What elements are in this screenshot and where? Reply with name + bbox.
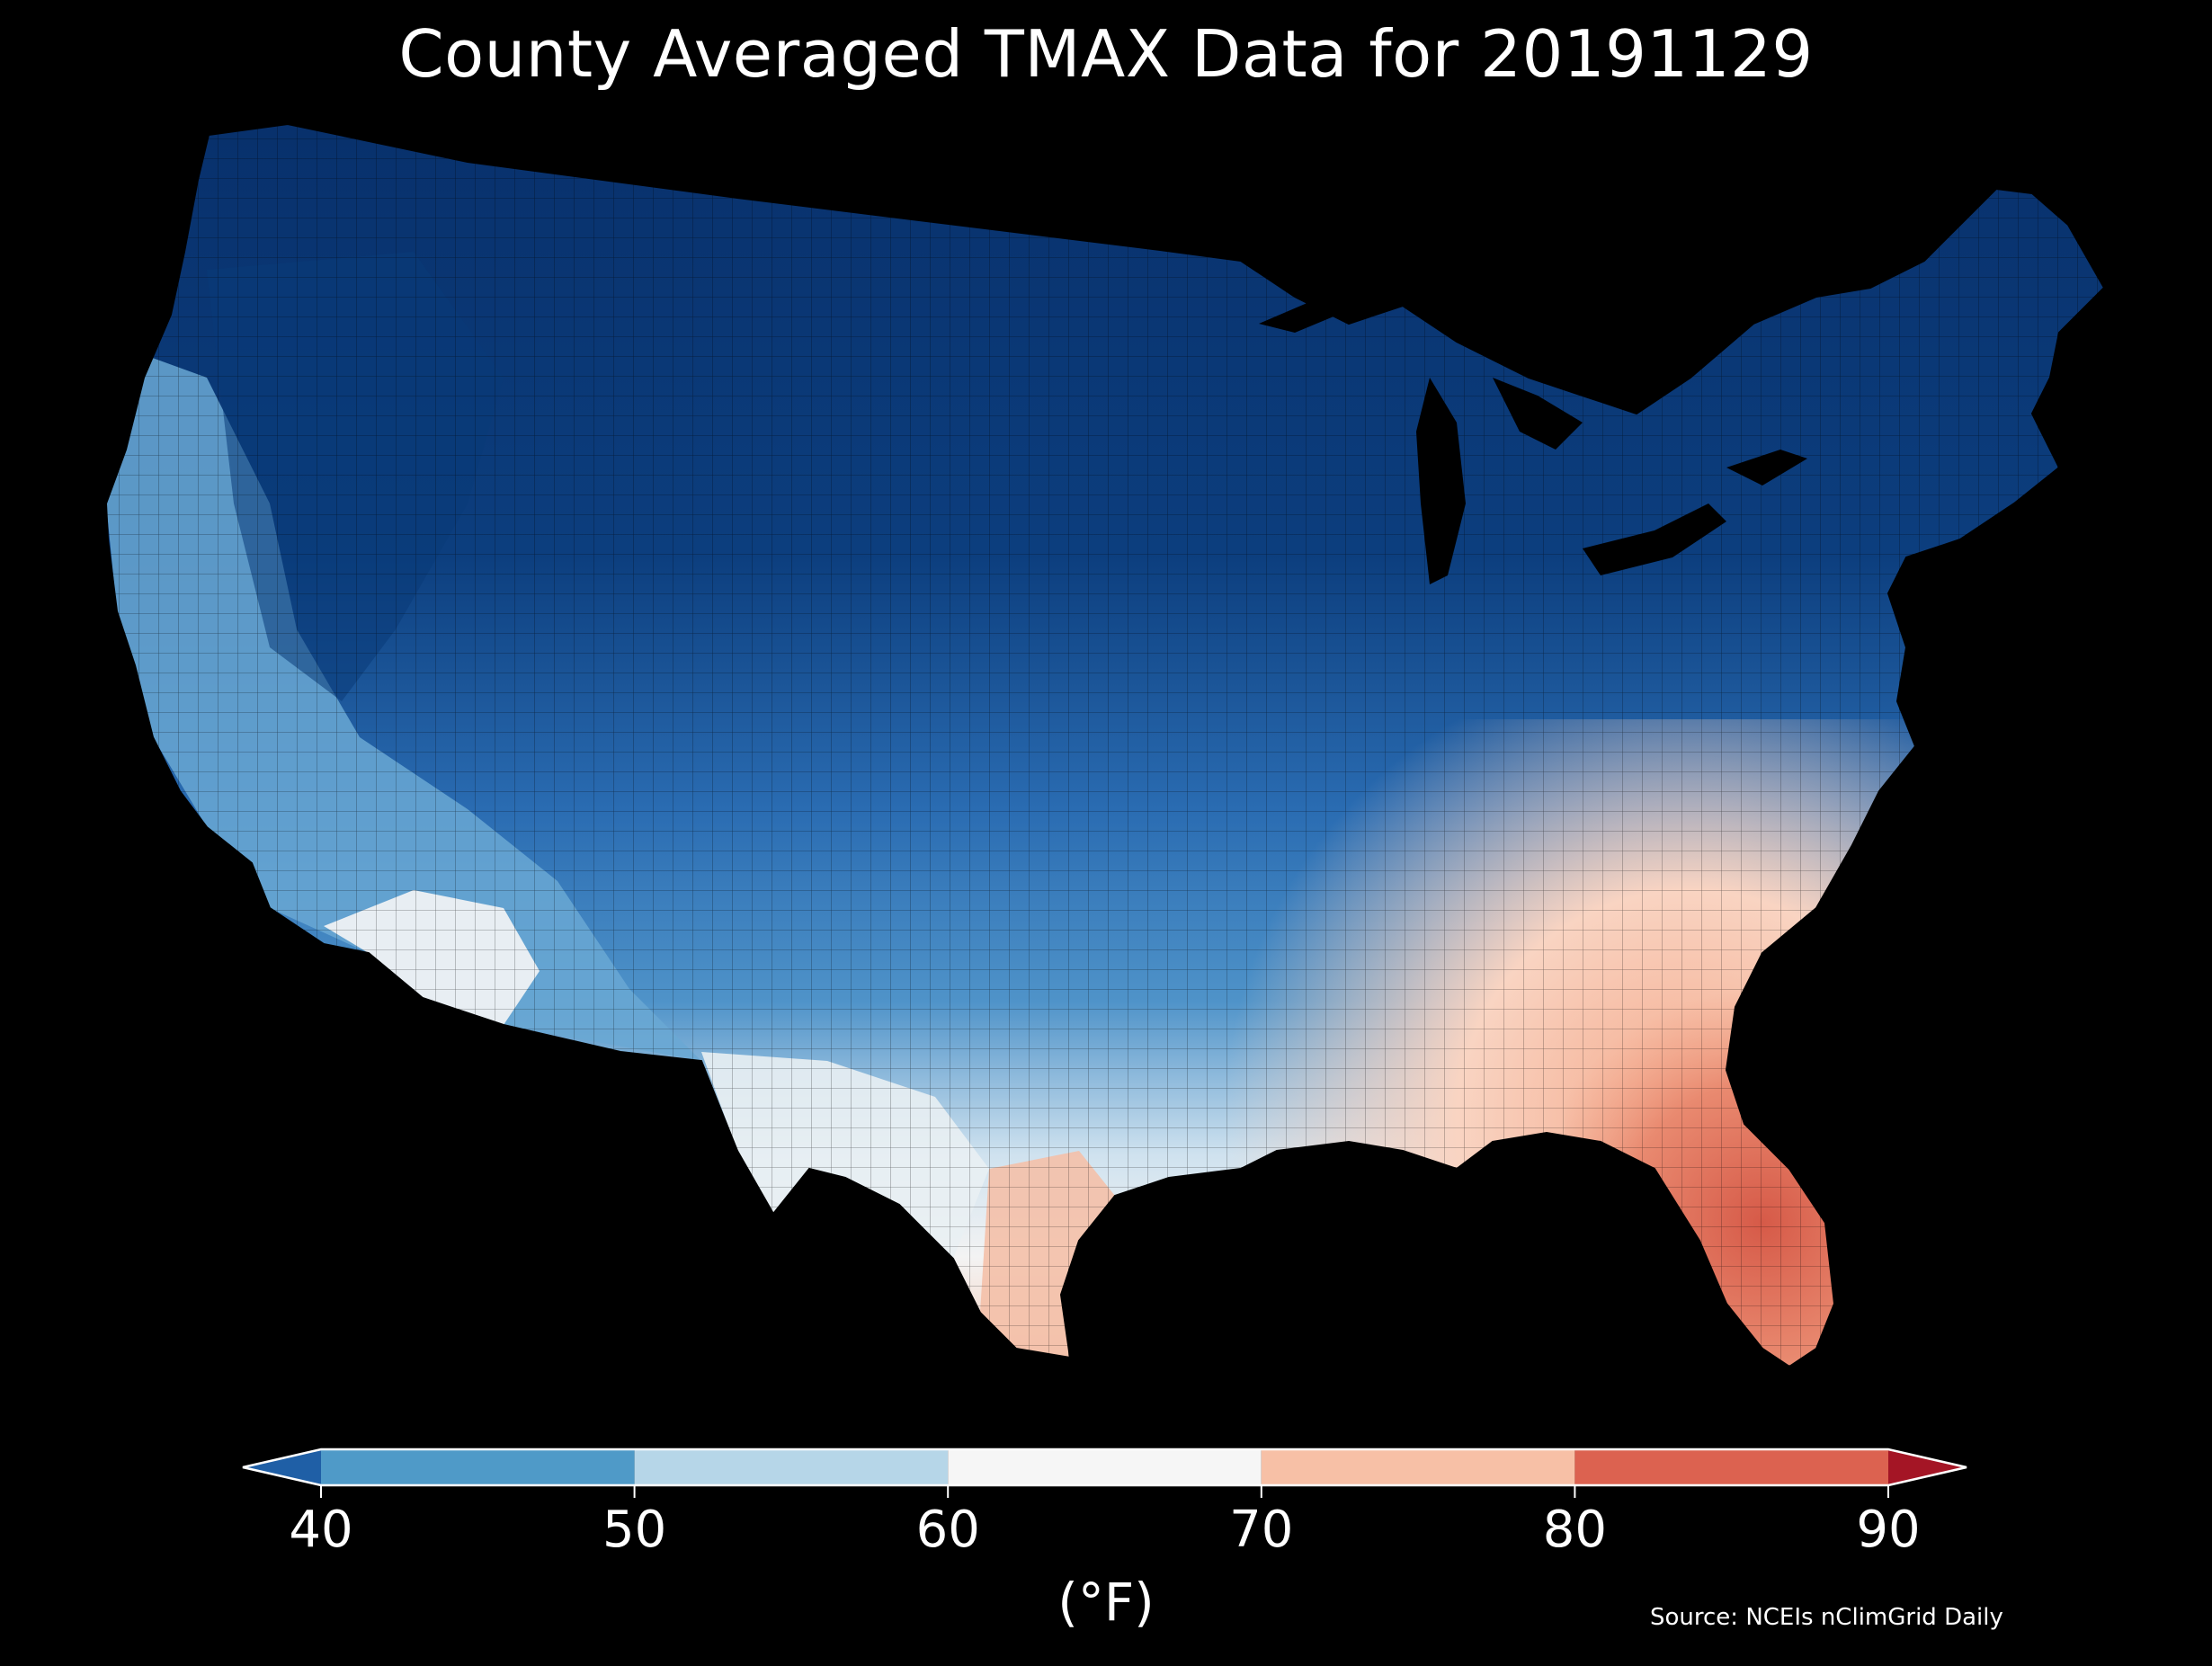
colorbar-bin-60-70 <box>948 1449 1262 1485</box>
colorbar-extend-low <box>243 1449 321 1485</box>
source-note: Source: NCEIs nClimGrid Daily <box>1650 1604 2003 1631</box>
colorbar-tick-label-70: 70 <box>1229 1501 1293 1559</box>
colorbar-tick-label-60: 60 <box>916 1501 980 1559</box>
great-lakes <box>1259 288 1807 584</box>
map-title: County Averaged TMAX Data for 20191129 <box>398 16 1814 92</box>
colorbar-tick-label-50: 50 <box>602 1501 666 1559</box>
colorbar-bin-70-80 <box>1261 1449 1575 1485</box>
colorbar-bin-80-90 <box>1574 1449 1888 1485</box>
us-outline <box>104 122 2106 1368</box>
colorbar-unit-label: (°F) <box>1057 1572 1155 1633</box>
colorbar-bin-40-50 <box>321 1449 635 1485</box>
colorbar-extend-high <box>1888 1449 1967 1485</box>
colorbar-tick-label-90: 90 <box>1856 1501 1920 1559</box>
colorbar-bin-50-60 <box>634 1449 949 1485</box>
colorbar-tick-label-40: 40 <box>289 1501 352 1559</box>
colorbar-tick-label-80: 80 <box>1543 1501 1607 1559</box>
